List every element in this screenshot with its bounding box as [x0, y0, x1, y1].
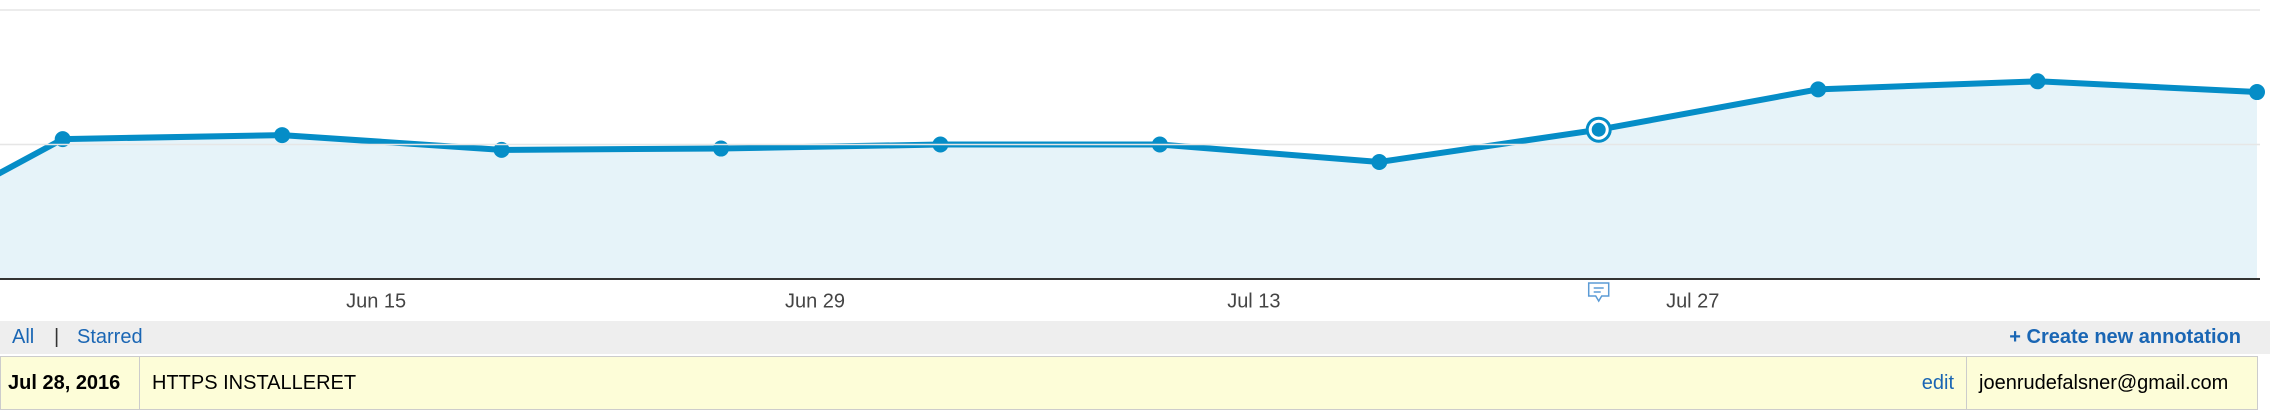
point: [2249, 84, 2265, 101]
separator: |: [54, 326, 60, 348]
point: [493, 141, 510, 158]
point: [54, 131, 71, 148]
edit-link[interactable]: edit: [1921, 372, 1954, 394]
x-tick-label: Jul 13: [1227, 290, 1280, 312]
chart: Jun 15 Jun 29 Jul 13 Jul 27: [0, 9, 2265, 312]
annotation-marker-lines: [1593, 287, 1604, 293]
annotation-toolbar: All | Starred + Create new annotation: [0, 321, 2270, 354]
annotation-text: HTTPS INSTALLERET edit: [140, 357, 1967, 409]
highlight-core: [1591, 122, 1606, 137]
annotation-author: joenrudefalsner@gmail.com: [1979, 372, 2229, 394]
point: [2029, 73, 2046, 90]
create-annotation[interactable]: + Create new annotation: [2009, 326, 2241, 348]
x-tick-label: Jul 27: [1666, 290, 1719, 312]
point: [712, 140, 729, 157]
point: [1810, 81, 1827, 98]
annotation-date: Jul 28, 2016: [1, 357, 140, 409]
point: [274, 127, 291, 144]
filter-starred[interactable]: Starred: [77, 326, 143, 348]
x-tick-label: Jun 15: [346, 290, 406, 312]
filter-all[interactable]: All: [12, 326, 35, 348]
annotation-row: Jul 28, 2016 HTTPS INSTALLERET edit joenr…: [0, 356, 2258, 410]
area: [0, 81, 2257, 279]
point: [1371, 153, 1388, 170]
annotation-note: HTTPS INSTALLERET: [152, 372, 357, 394]
x-tick-label: Jun 29: [785, 290, 845, 312]
